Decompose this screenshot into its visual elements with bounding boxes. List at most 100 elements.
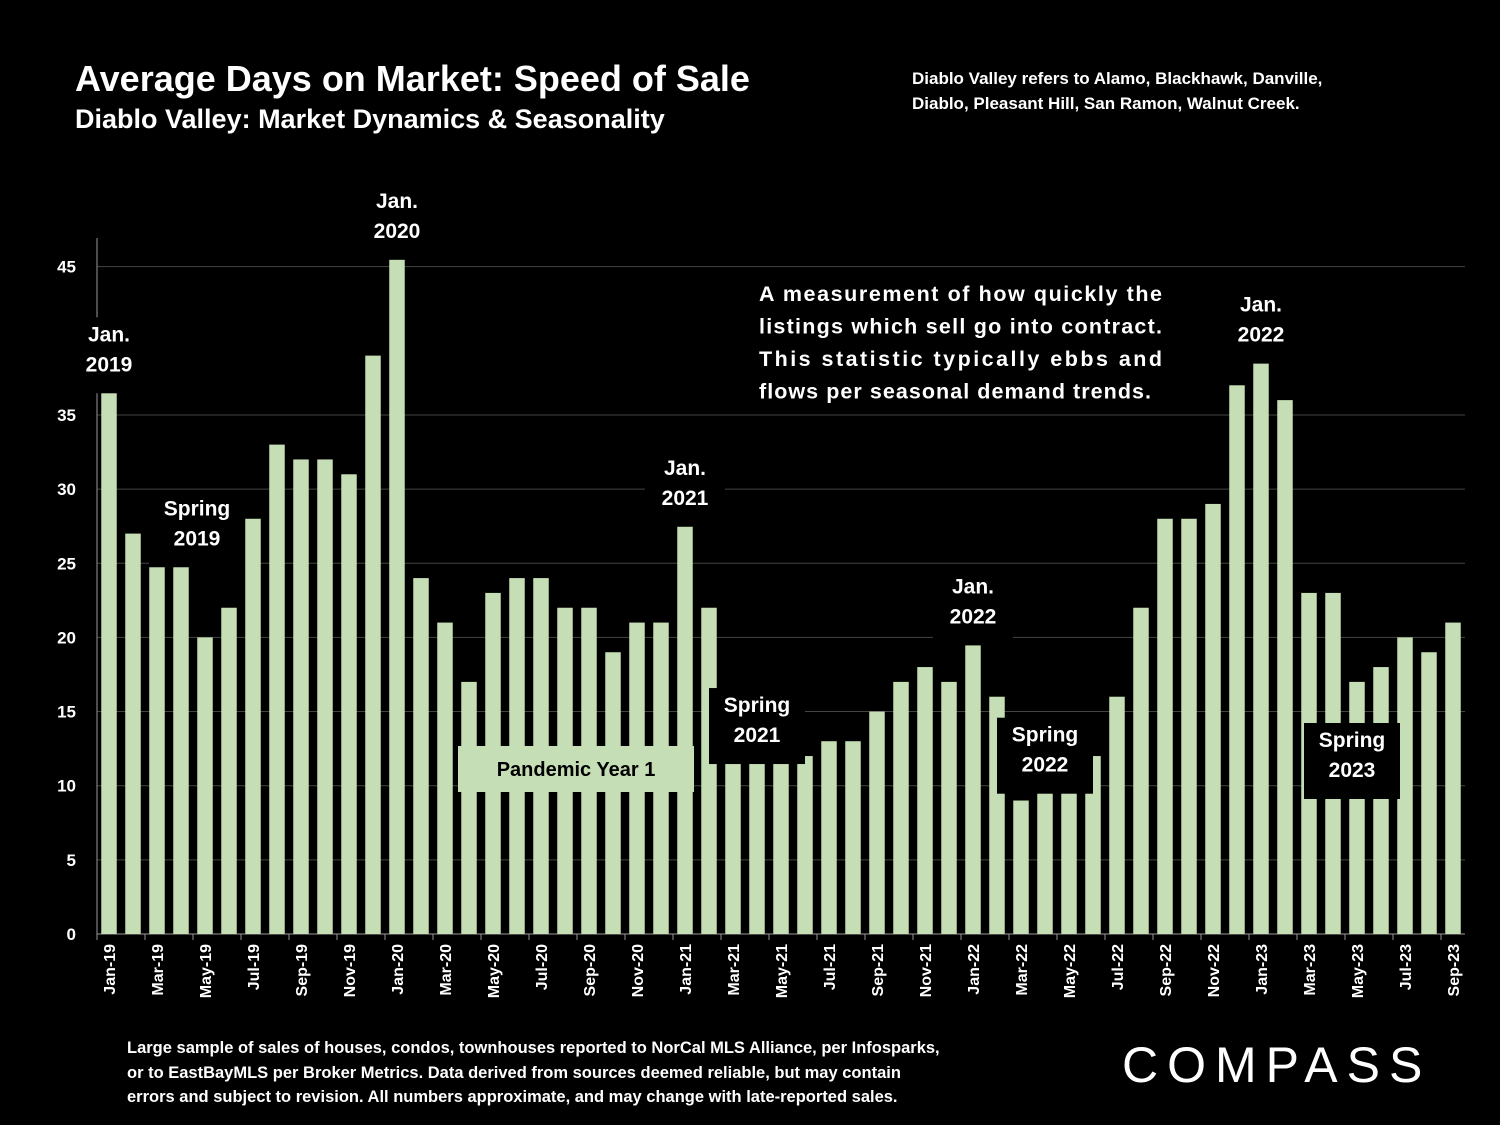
chart-subtitle: Diablo Valley: Market Dynamics & Seasona… [75,104,665,134]
bar [1109,696,1125,934]
annotation-box [357,183,437,260]
annotation-line: 2023 [1329,759,1376,782]
x-tick-label: Sep-23 [1446,944,1463,997]
annotation-line: 2021 [734,724,781,747]
x-tick-label: Nov-21 [918,944,935,997]
x-tick-label: Sep-20 [582,944,599,997]
bar [941,681,957,934]
description-line: A measurement of how quickly the [759,282,1162,306]
annotation-line: Jan. [376,190,418,213]
annotation-line: Spring [1012,724,1079,747]
footnote-line: Large sample of sales of houses, condos,… [127,1039,940,1057]
compass-logo: COMPASS [1122,1037,1432,1093]
x-tick-label: May-22 [1062,944,1079,998]
y-tick-label: 0 [67,925,76,944]
x-tick-label: Nov-20 [630,944,647,997]
bar [845,741,861,934]
x-tick-label: Jul-21 [822,944,839,990]
bar [605,652,621,934]
bar [965,637,981,934]
x-tick-label: Jan-23 [1254,944,1271,995]
footnote-line: errors and subject to revision. All numb… [127,1088,898,1106]
bar [725,741,741,934]
x-tick-label: Mar-19 [150,944,167,996]
bar [1229,385,1245,934]
bar [1133,607,1149,934]
region-note-line: Diablo, Pleasant Hill, San Ramon, Walnut… [912,94,1300,113]
bar [1085,756,1101,934]
bar [173,563,189,934]
x-tick-label: Jan-22 [966,944,983,995]
bar [365,355,381,934]
bar [101,385,117,934]
annotation-box [933,569,1013,646]
y-tick-label: 10 [57,777,76,796]
annotation-line: Spring [1319,729,1386,752]
bar [1349,681,1365,934]
x-tick-label: Nov-22 [1206,944,1223,997]
bar [317,459,333,934]
annotation-line: 2021 [662,487,709,510]
x-tick-label: Jan-20 [390,944,407,995]
y-tick-label: 5 [67,851,76,870]
bar [461,681,477,934]
y-tick-label: 30 [57,480,76,499]
bar [125,533,141,934]
annotation-line: 2022 [950,605,997,628]
annotation-box [149,491,245,568]
bar [677,518,693,934]
x-tick-label: Jul-20 [534,944,551,990]
annotation-box [1304,723,1400,799]
x-tick-label: Jul-19 [246,944,263,990]
x-tick-label: May-20 [486,944,503,998]
annotation-box [709,688,805,765]
bar [269,444,285,934]
bar [821,741,837,934]
x-tick-label: Jul-22 [1110,944,1127,990]
annotation-line: 2020 [374,220,421,243]
bar [1205,503,1221,934]
x-tick-label: May-23 [1350,944,1367,998]
annotation-box [997,717,1093,794]
bar [149,533,165,934]
bar [1373,667,1389,934]
x-tick-label: Jan-21 [678,944,695,995]
annotation-line: Jan. [664,457,706,480]
pandemic-label-box [458,746,694,792]
region-note: Diablo Valley refers to Alamo, Blackhawk… [912,66,1392,116]
region-note-line: Diablo Valley refers to Alamo, Blackhawk… [912,69,1323,88]
bar [1061,785,1077,934]
bar [389,251,405,934]
x-tick-label: Sep-21 [870,944,887,997]
bar [221,607,237,934]
bar [749,756,765,934]
x-tick-label: Jan-19 [102,944,119,995]
y-tick-label: 20 [57,628,76,647]
bar [797,756,813,934]
bar [1157,518,1173,934]
x-tick-label: Sep-19 [294,944,311,997]
x-tick-label: May-19 [198,944,215,998]
description-line: listings which sell go into contract. [759,315,1162,339]
pandemic-label: Pandemic Year 1 [497,759,656,781]
bar [1277,400,1293,934]
annotation-box [69,317,149,394]
bar [1397,637,1413,934]
description-line: flows per seasonal demand trends. [759,380,1151,404]
annotation-line: Jan. [1240,294,1282,317]
bar [197,637,213,934]
bar [917,667,933,934]
y-tick-label: 15 [57,703,76,722]
bar [1445,622,1461,934]
x-tick-label: Mar-21 [726,944,743,996]
bar [1421,652,1437,934]
y-tick-label: 35 [57,406,76,425]
bar [1037,785,1053,934]
bar [293,459,309,934]
x-tick-label: Mar-23 [1302,944,1319,996]
x-tick-label: Jul-23 [1398,944,1415,990]
x-tick-label: May-21 [774,944,791,998]
x-tick-label: Mar-20 [438,944,455,996]
bar [245,518,261,934]
